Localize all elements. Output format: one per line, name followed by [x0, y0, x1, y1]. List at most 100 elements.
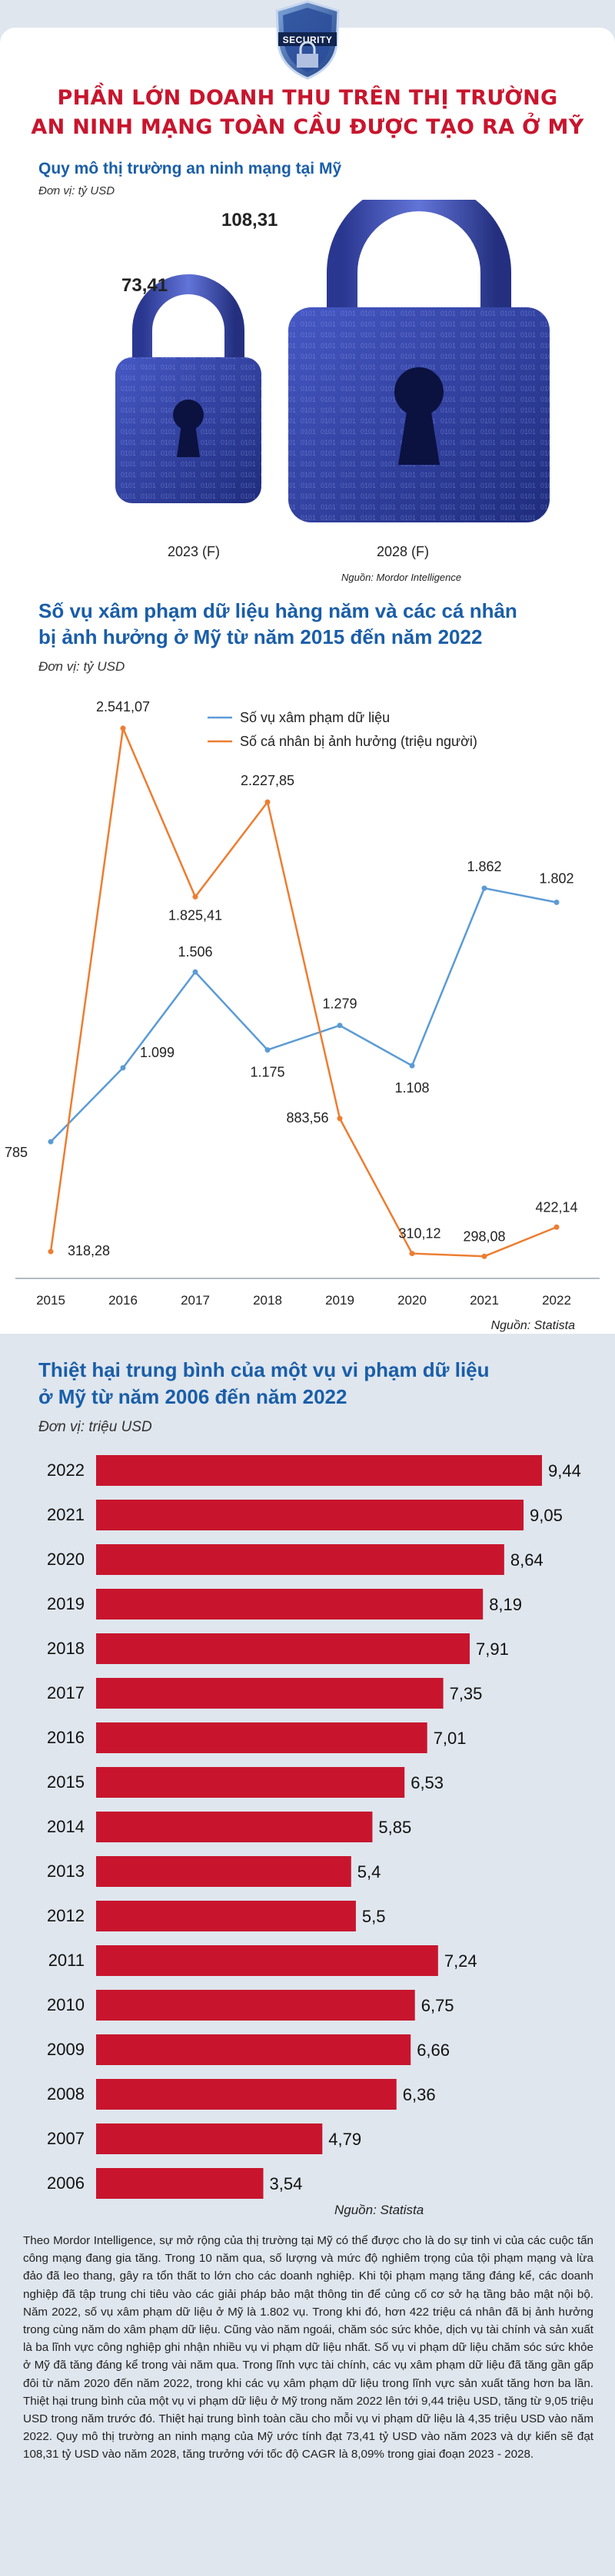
headline-line-2: AN NINH MẠNG TOÀN CẦU ĐƯỢC TẠO RA Ở MỸ	[31, 115, 584, 139]
bar-2021	[96, 1500, 524, 1530]
bar-year-2022: 2022	[47, 1460, 85, 1480]
headline-line-1: PHẦN LỚN DOANH THU TRÊN THỊ TRƯỜNG	[57, 86, 558, 110]
bar-year-2011: 2011	[48, 1951, 85, 1970]
market-size-source: Nguồn: Mordor Intelligence	[341, 572, 462, 583]
security-badge-text: SECURITY	[283, 35, 333, 45]
series-1-point-2020	[409, 1063, 415, 1069]
bar-year-2018: 2018	[47, 1639, 85, 1658]
cost-chart-title-line-1: Thiệt hại trung bình của một vụ vi phạm …	[38, 1358, 490, 1381]
series-line-2	[49, 724, 557, 1258]
series-1-label-2015: 785	[5, 1145, 28, 1160]
bar-value-2007: 4,79	[328, 2130, 361, 2149]
series-1-point-2018	[264, 1047, 271, 1053]
value-2028: 108,31	[221, 210, 278, 230]
series-1-point-2022	[554, 899, 560, 905]
series-1-label-2019: 1.279	[322, 996, 357, 1012]
bar-2015	[96, 1767, 405, 1798]
bar-year-2010: 2010	[47, 1995, 85, 2014]
series-1-point-2019	[337, 1023, 343, 1029]
series-1-label-2020: 1.108	[394, 1080, 429, 1096]
legend-label-1: Số vụ xâm phạm dữ liệu	[240, 710, 390, 725]
cost-bar-chart: 2022 9,44 2021 9,05 2020 8,64 2019 8,19 2018 7,91…	[47, 1455, 581, 2199]
breach-chart-unit: Đơn vị: tỷ USD	[38, 659, 125, 674]
bar-year-2007: 2007	[47, 2129, 85, 2148]
bar-2007	[96, 2123, 323, 2154]
series-1-point-2021	[481, 885, 487, 891]
bar-year-2006: 2006	[47, 2173, 85, 2193]
market-size-unit: Đơn vị: tỷ USD	[38, 184, 115, 197]
bar-value-2006: 3,54	[270, 2174, 303, 2193]
bar-value-2017: 7,35	[450, 1684, 483, 1703]
series-2-label-2015: 318,28	[68, 1243, 110, 1258]
series-1-point-2016	[120, 1065, 126, 1071]
bar-value-2021: 9,05	[530, 1506, 563, 1525]
cost-chart-unit: Đơn vị: triệu USD	[38, 1419, 152, 1435]
bar-year-2014: 2014	[47, 1817, 85, 1836]
series-2-point-2018	[264, 799, 271, 805]
bar-value-2019: 8,19	[489, 1595, 522, 1614]
legend-label-2: Số cá nhân bị ảnh hưởng (triệu người)	[240, 734, 477, 749]
bar-2008	[96, 2079, 397, 2110]
bar-year-2013: 2013	[47, 1862, 85, 1881]
bar-2020	[96, 1544, 504, 1575]
lock-2023	[115, 274, 261, 503]
cost-chart-title-line-2: ở Mỹ từ năm 2006 đến năm 2022	[38, 1385, 347, 1408]
bar-2022	[96, 1455, 542, 1486]
series-2-point-2021	[481, 1253, 487, 1259]
bar-value-2011: 7,24	[444, 1951, 477, 1971]
bar-value-2008: 6,36	[403, 2085, 436, 2104]
bar-2009	[96, 2034, 411, 2065]
cost-chart-source: Nguồn: Statista	[334, 2203, 424, 2217]
series-1-label-2021: 1.862	[467, 859, 501, 874]
bar-year-2017: 2017	[47, 1683, 85, 1702]
bar-value-2020: 8,64	[510, 1550, 544, 1570]
bar-2006	[96, 2168, 264, 2199]
bar-year-2021: 2021	[47, 1505, 85, 1524]
x-tick-2015: 2015	[36, 1293, 65, 1308]
bar-value-2015: 6,53	[411, 1773, 444, 1792]
x-tick-2017: 2017	[181, 1293, 210, 1308]
bar-2017	[96, 1678, 444, 1709]
breach-line-chart: 2015 2016 2017 2018 2019 2020 2021 2022 785 1.099…	[5, 699, 600, 1332]
series-2-point-2019	[337, 1116, 343, 1122]
bar-year-2012: 2012	[47, 1906, 85, 1925]
bar-value-2016: 7,01	[434, 1729, 467, 1748]
bar-year-2008: 2008	[47, 2084, 85, 2104]
series-2-point-2015	[48, 1248, 54, 1255]
series-2-label-2017: 1.825,41	[168, 907, 222, 923]
x-tick-2020: 2020	[397, 1293, 427, 1308]
x-tick-2021: 2021	[470, 1293, 499, 1308]
series-2-label-2020: 310,12	[398, 1226, 440, 1242]
security-shield-icon: SECURITY	[275, 0, 340, 80]
series-1-point-2017	[192, 969, 198, 975]
bar-value-2022: 9,44	[548, 1461, 581, 1480]
breach-chart-title-line-2: bị ảnh hưởng ở Mỹ từ năm 2015 đến năm 20…	[38, 625, 483, 648]
series-2-label-2021: 298,08	[463, 1228, 505, 1244]
bar-year-2015: 2015	[47, 1772, 85, 1792]
value-2023: 73,41	[121, 275, 168, 296]
x-tick-2016: 2016	[108, 1293, 138, 1308]
content-card	[0, 28, 615, 1334]
year-2023: 2023 (F)	[168, 544, 221, 559]
market-size-title: Quy mô thị trường an ninh mạng tại Mỹ	[38, 160, 342, 177]
bar-year-2016: 2016	[47, 1728, 85, 1747]
series-2-point-2020	[409, 1251, 415, 1257]
bar-year-2019: 2019	[47, 1594, 85, 1613]
x-tick-2018: 2018	[253, 1293, 282, 1308]
series-2-label-2018: 2.227,85	[241, 773, 294, 788]
market-size-chart: 0101	[115, 200, 550, 522]
x-tick-2022: 2022	[542, 1293, 571, 1308]
bar-2018	[96, 1633, 470, 1664]
bar-2013	[96, 1856, 351, 1887]
bar-value-2012: 5,5	[362, 1907, 386, 1926]
bar-value-2018: 7,91	[476, 1639, 509, 1659]
x-tick-2019: 2019	[325, 1293, 354, 1308]
bar-value-2014: 5,85	[378, 1818, 411, 1837]
bar-year-2009: 2009	[47, 2040, 85, 2059]
series-1-label-2016: 1.099	[140, 1045, 175, 1060]
bar-2010	[96, 1990, 415, 2021]
lock-2028	[288, 200, 550, 522]
bar-value-2009: 6,66	[417, 2041, 450, 2060]
bar-2012	[96, 1901, 356, 1931]
